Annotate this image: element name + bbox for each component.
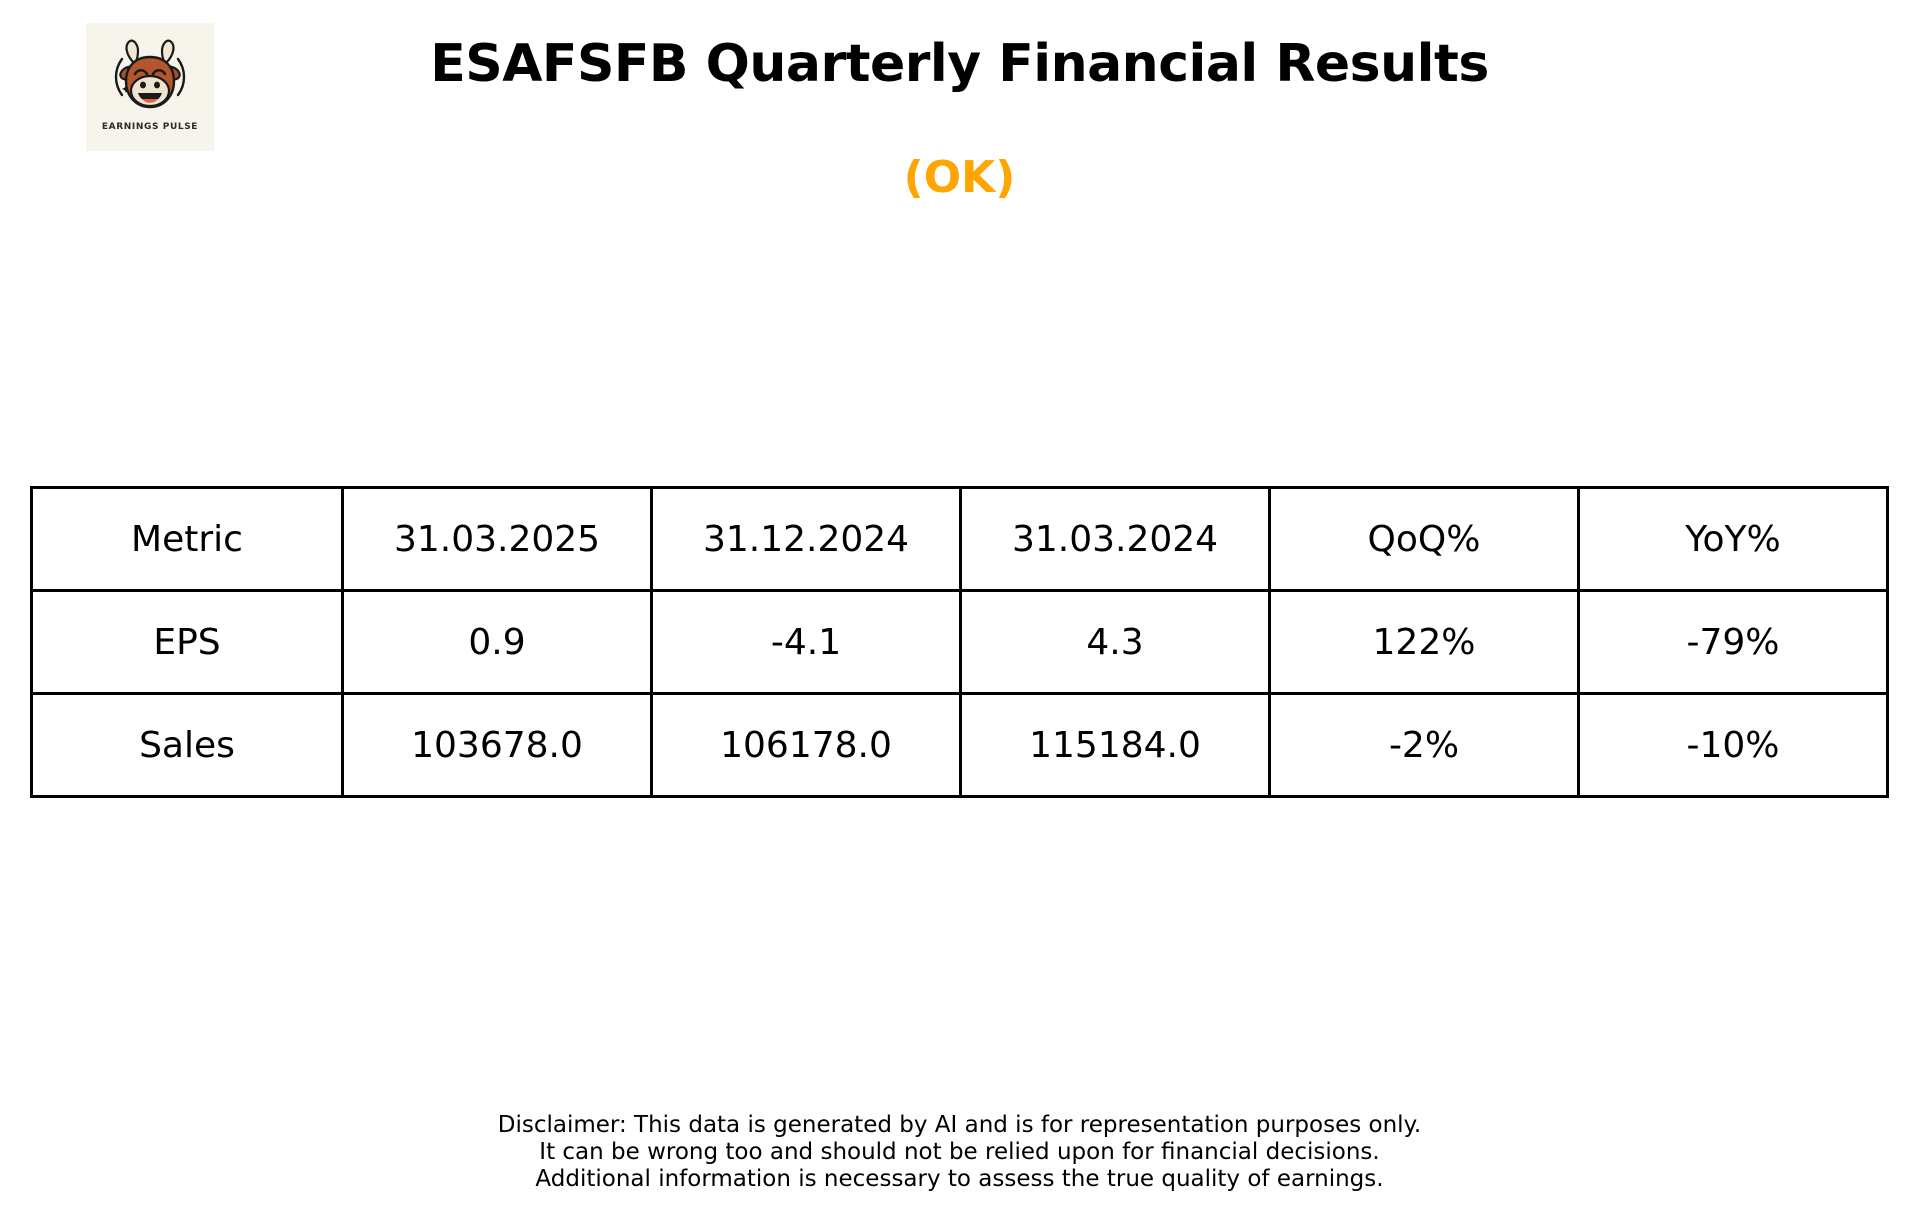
table-row: Sales 103678.0 106178.0 115184.0 -2% -10… <box>30 692 1889 798</box>
column-header-qoq: QoQ% <box>1268 486 1580 592</box>
financial-results-table: Metric 31.03.2025 31.12.2024 31.03.2024 … <box>30 486 1889 798</box>
disclaimer-line-2: It can be wrong too and should not be re… <box>539 1139 1380 1165</box>
disclaimer-line-1: Disclaimer: This data is generated by AI… <box>497 1112 1422 1138</box>
page-title: ESAFSFB Quarterly Financial Results <box>430 34 1489 94</box>
eps-previous-quarter-value: -4.1 <box>650 589 962 695</box>
logo-caption: EARNINGS PULSE <box>101 122 199 132</box>
column-header-previous-year: 31.03.2024 <box>959 486 1271 592</box>
eps-current-quarter-value: 0.9 <box>341 589 653 695</box>
eps-previous-year-value: 4.3 <box>959 589 1271 695</box>
table-row: EPS 0.9 -4.1 4.3 122% -79% <box>30 589 1889 695</box>
brand-logo: EARNINGS PULSE <box>86 23 214 151</box>
column-header-metric: Metric <box>30 486 344 592</box>
sales-qoq-change: -2% <box>1268 692 1580 798</box>
disclaimer: Disclaimer: This data is generated by AI… <box>0 1112 1919 1193</box>
column-header-current-quarter: 31.03.2025 <box>341 486 653 592</box>
column-header-previous-quarter: 31.12.2024 <box>650 486 962 592</box>
table-header-row: Metric 31.03.2025 31.12.2024 31.03.2024 … <box>30 486 1889 592</box>
bull-mascot-icon <box>104 29 196 121</box>
row-label-eps: EPS <box>30 589 344 695</box>
sales-yoy-change: -10% <box>1577 692 1889 798</box>
status-badge: (OK) <box>903 152 1016 203</box>
eps-yoy-change: -79% <box>1577 589 1889 695</box>
row-label-sales: Sales <box>30 692 344 798</box>
column-header-yoy: YoY% <box>1577 486 1889 592</box>
sales-previous-quarter-value: 106178.0 <box>650 692 962 798</box>
disclaimer-line-3: Additional information is necessary to a… <box>535 1166 1384 1192</box>
eps-qoq-change: 122% <box>1268 589 1580 695</box>
sales-current-quarter-value: 103678.0 <box>341 692 653 798</box>
sales-previous-year-value: 115184.0 <box>959 692 1271 798</box>
